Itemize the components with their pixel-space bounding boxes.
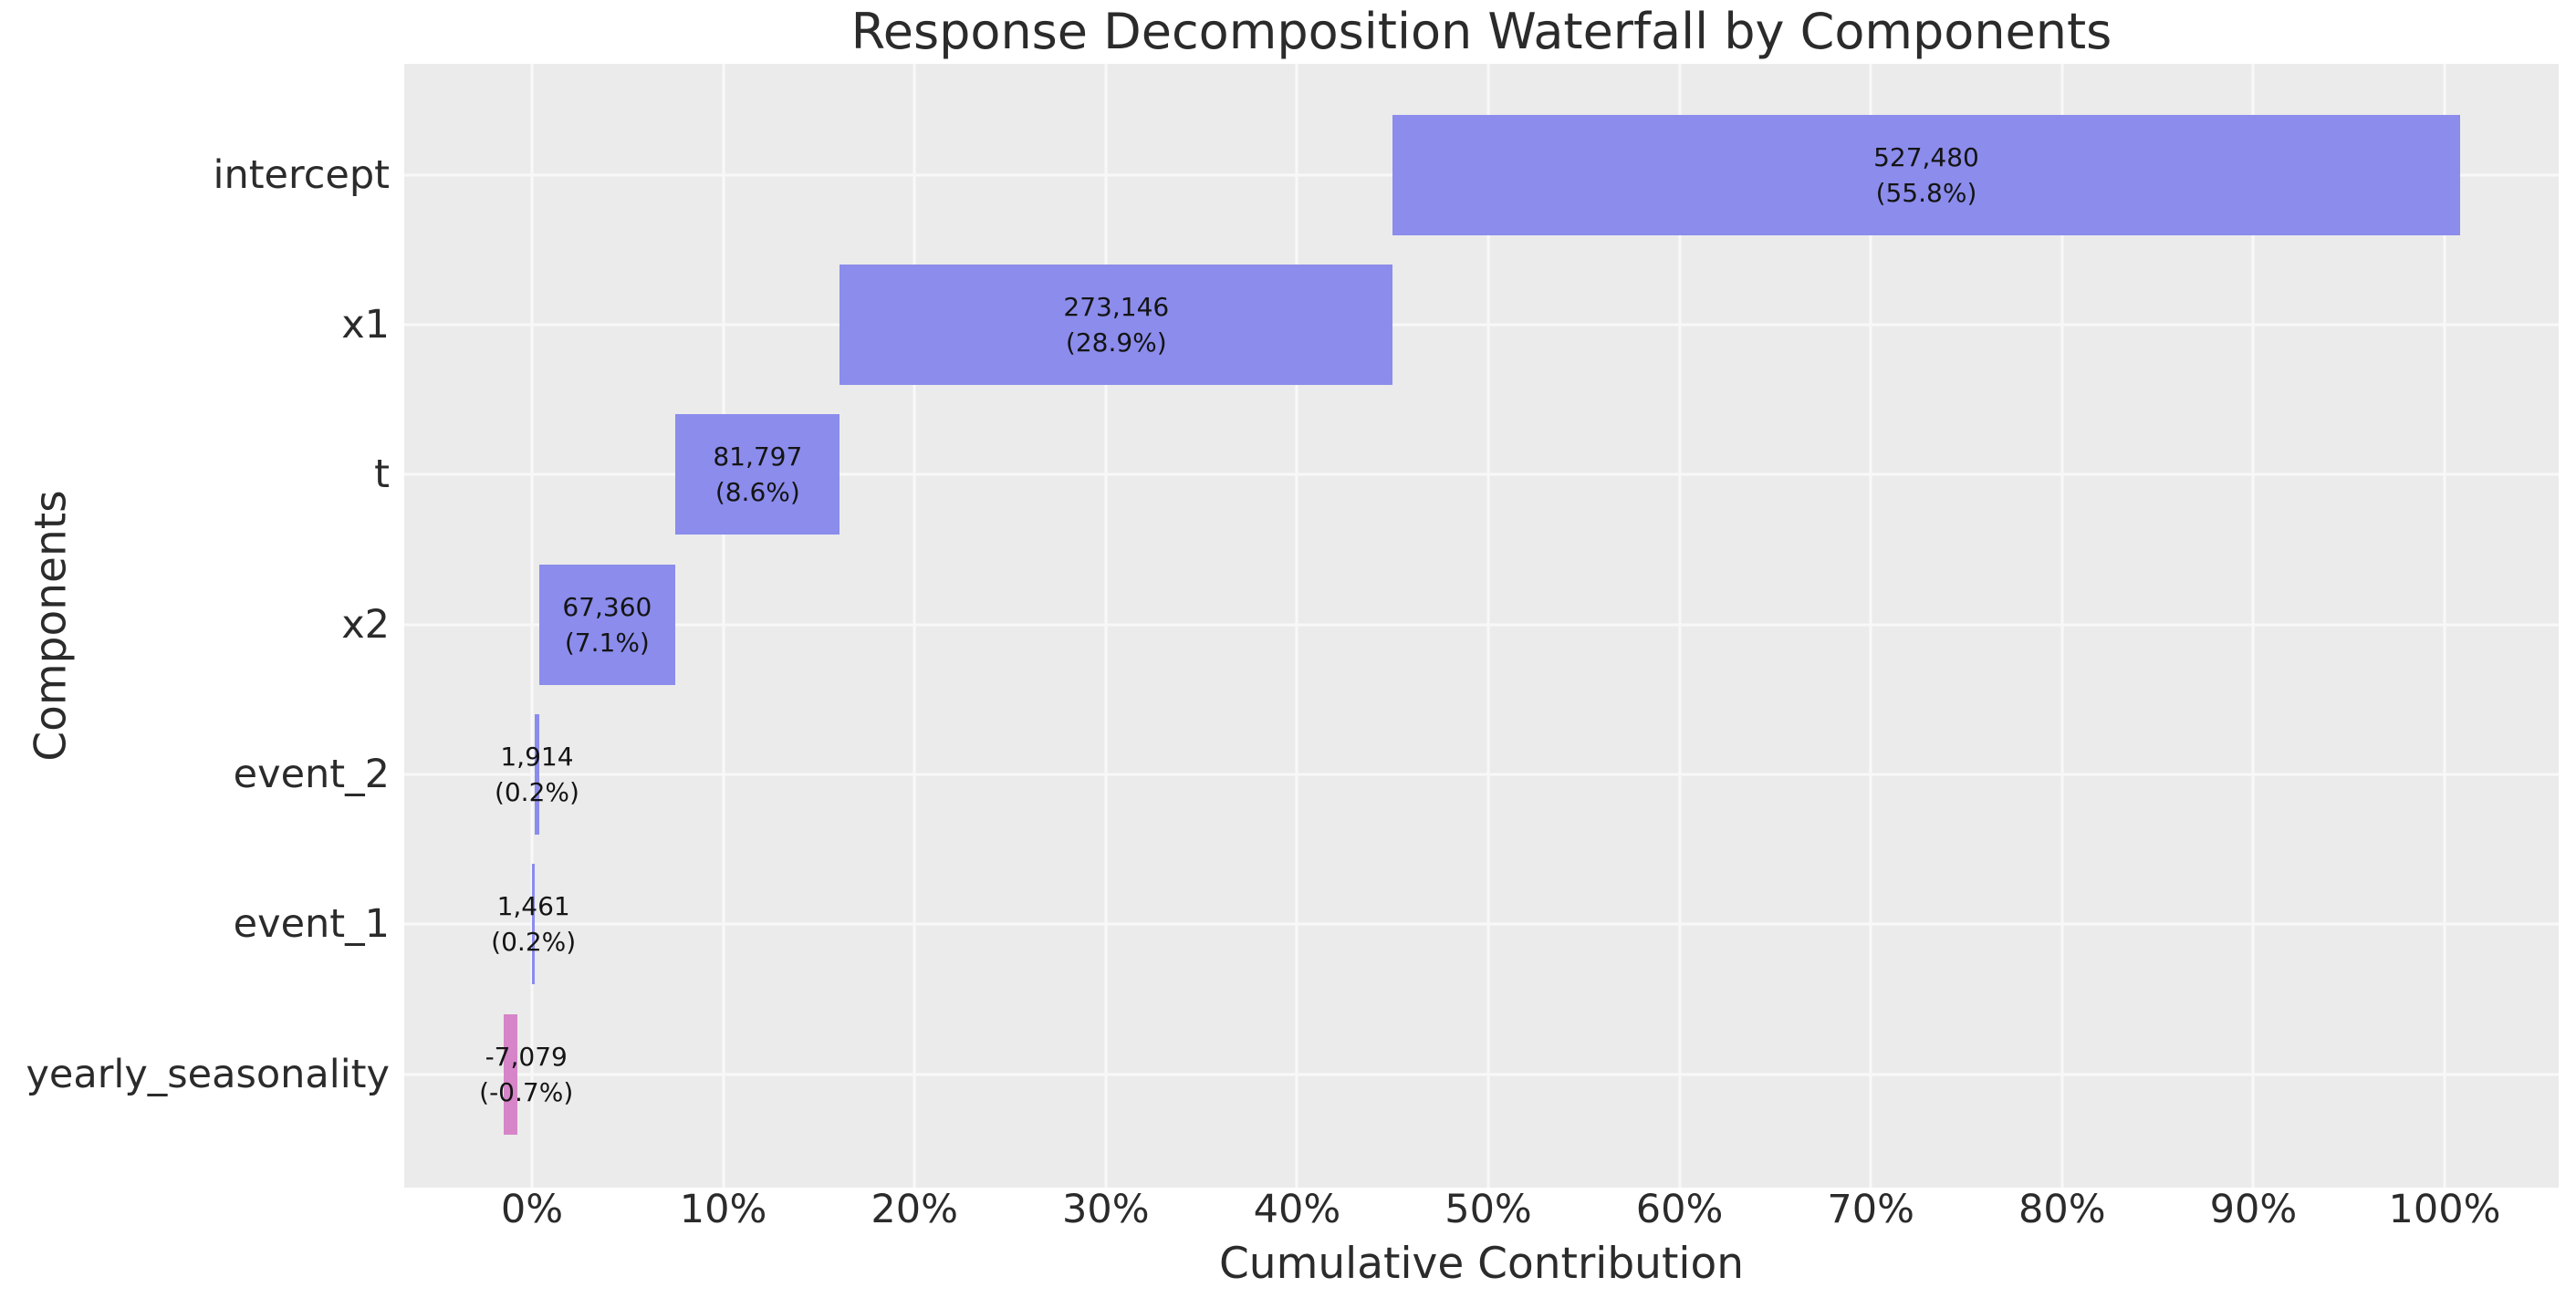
bar-label-x1: 273,146 (28.9%) [1063,292,1170,358]
y-tick-event_2: event_2 [233,751,390,797]
y-tick-intercept: intercept [213,151,391,198]
bar-label-event_2: 1,914 (0.2%) [494,741,579,807]
chart-title: Response Decomposition Waterfall by Comp… [850,3,2112,60]
bar-x1 [840,265,1393,385]
gridline-horizontal [404,1073,2559,1075]
y-tick-t: t [374,452,390,498]
bar-x2 [538,564,676,685]
x-tick-60%: 60% [1635,1187,1724,1232]
x-tick-20%: 20% [871,1187,958,1232]
x-tick-80%: 80% [2018,1187,2106,1232]
y-tick-yearly_seasonality: yearly_seasonality [26,1051,390,1097]
bar-event_1 [532,864,536,985]
y-axis-label: Components [26,490,77,762]
x-tick-40%: 40% [1253,1187,1341,1232]
bar-yearly_seasonality [503,1013,518,1135]
x-tick-90%: 90% [2209,1187,2298,1232]
gridline-horizontal [404,323,2559,327]
y-tick-x2: x2 [341,601,390,648]
bar-label-yearly_seasonality: -7,079 (-0.7%) [479,1041,574,1107]
x-tick-50%: 50% [1444,1187,1532,1232]
bar-event_2 [535,713,539,835]
bar-label-x2: 67,360 (7.1%) [562,591,652,658]
x-axis-label: Cumulative Contribution [1218,1239,1744,1289]
gridline-horizontal [404,773,2559,776]
bar-t [675,414,840,535]
gridline-horizontal [404,472,2559,476]
x-tick-10%: 10% [679,1187,767,1232]
x-tick-70%: 70% [1827,1187,1914,1232]
x-tick-30%: 30% [1062,1187,1150,1232]
y-tick-x1: x1 [341,302,390,348]
bar-label-event_1: 1,461 (0.2%) [491,891,577,958]
bar-intercept [1392,114,2460,235]
bar-label-intercept: 527,480 (55.8%) [1873,141,1979,208]
gridline-horizontal [404,623,2559,627]
gridline-horizontal [404,922,2559,926]
y-tick-event_1: event_1 [233,901,390,948]
x-tick-100%: 100% [2388,1187,2501,1232]
bar-label-t: 81,797 (8.6%) [713,441,803,508]
x-tick-0%: 0% [500,1187,564,1232]
plot-area: 527,480 (55.8%) 273,146 (28.9%) 81,797 (8.… [404,64,2559,1188]
